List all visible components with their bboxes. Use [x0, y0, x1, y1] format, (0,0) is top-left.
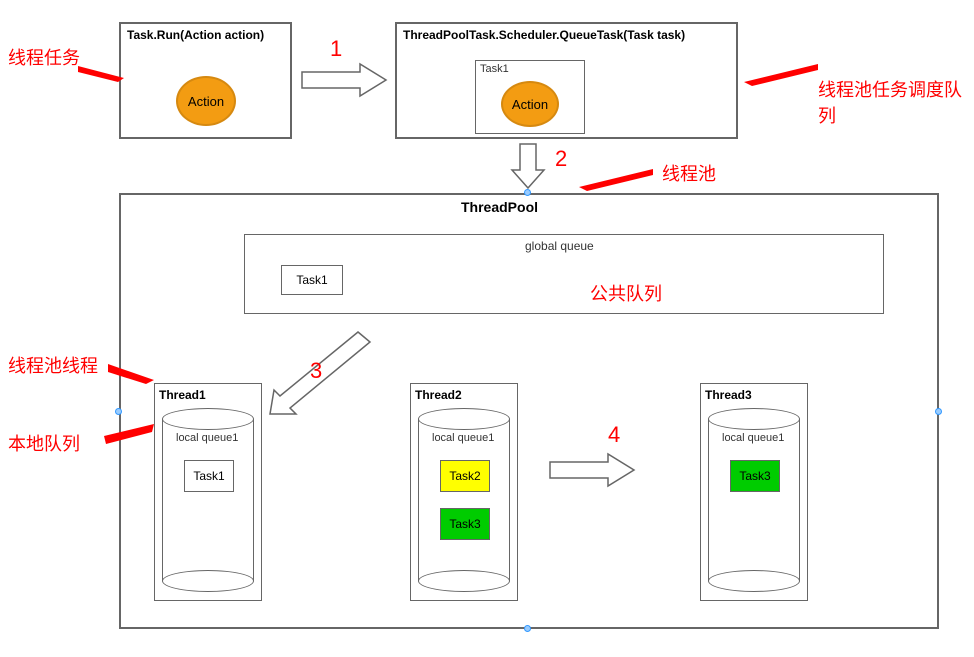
red-arrow-scheduler	[740, 60, 820, 90]
task1-label: Task1	[480, 63, 509, 75]
red-arrow-local	[102, 420, 156, 450]
action-label-2: Action	[512, 97, 548, 112]
action-circle: Action	[176, 76, 236, 126]
dot-left	[115, 408, 122, 415]
thread3-title: Thread3	[705, 388, 752, 402]
threadpool-title: ThreadPool	[461, 199, 538, 215]
dot-right	[935, 408, 942, 415]
dot-bottom	[524, 625, 531, 632]
scheduler-box: ThreadPoolTask.Scheduler.QueueTask(Task …	[395, 22, 738, 139]
global-queue-title: global queue	[525, 239, 594, 253]
annotation-global-queue: 公共队列	[590, 280, 662, 306]
annotation-local: 本地队列	[8, 430, 80, 456]
step-4: 4	[608, 422, 620, 448]
annotation-thread: 线程池线程	[8, 352, 98, 378]
step-3: 3	[310, 358, 322, 384]
thread1-queue-label: local queue1	[176, 432, 238, 444]
thread3-queue-label: local queue1	[722, 432, 784, 444]
arrow-1	[300, 60, 390, 100]
thread2-task3-label: Task3	[449, 517, 480, 531]
thread1-title: Thread1	[159, 388, 206, 402]
dot-top	[524, 189, 531, 196]
thread3-task3: Task3	[730, 460, 780, 492]
thread2-task2: Task2	[440, 460, 490, 492]
global-queue-box: global queue Task1	[244, 234, 884, 314]
thread2-cylinder: local queue1 Task2 Task3	[418, 408, 510, 592]
annotation-task: 线程任务	[8, 44, 80, 70]
task-run-box: Task.Run(Action action) Action	[119, 22, 292, 139]
red-arrow-thread	[106, 360, 156, 390]
arrow-2	[508, 142, 548, 192]
thread2-title: Thread2	[415, 388, 462, 402]
task1-inner-box: Task1 Action	[475, 60, 585, 134]
thread3-task3-label: Task3	[739, 469, 770, 483]
scheduler-title: ThreadPoolTask.Scheduler.QueueTask(Task …	[403, 28, 685, 42]
action-label: Action	[188, 94, 224, 109]
task-run-title: Task.Run(Action action)	[127, 28, 264, 42]
thread2-task2-label: Task2	[449, 469, 480, 483]
annotation-threadpool: 线程池	[662, 160, 716, 186]
global-task1-label: Task1	[296, 273, 327, 287]
step-1: 1	[330, 36, 342, 62]
red-arrow-task	[76, 56, 126, 86]
red-arrow-threadpool	[575, 165, 655, 195]
thread1-task1: Task1	[184, 460, 234, 492]
thread3-cylinder: local queue1 Task3	[708, 408, 800, 592]
step-2: 2	[555, 146, 567, 172]
action-circle-2: Action	[501, 81, 559, 127]
arrow-4	[548, 450, 638, 490]
annotation-scheduler: 线程池任务调度队列	[818, 76, 974, 128]
thread1-cylinder: local queue1 Task1	[162, 408, 254, 592]
thread1-task1-label: Task1	[193, 469, 224, 483]
global-task1: Task1	[281, 265, 343, 295]
thread2-task3: Task3	[440, 508, 490, 540]
thread2-queue-label: local queue1	[432, 432, 494, 444]
